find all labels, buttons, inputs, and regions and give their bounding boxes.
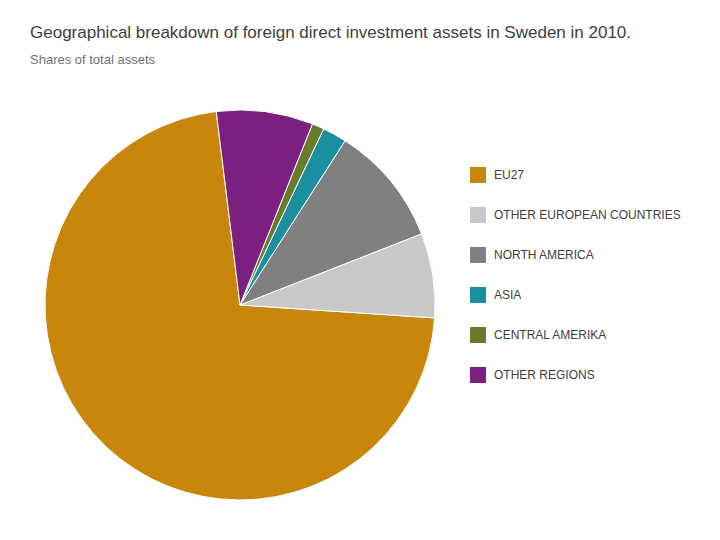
legend-label: CENTRAL AMERIKA [494,328,606,342]
chart: Geographical breakdown of foreign direct… [0,0,720,540]
legend-swatch [470,247,486,263]
legend-label: OTHER EUROPEAN COUNTRIES [494,208,681,222]
legend-swatch [470,367,486,383]
pie-slice [216,110,312,305]
legend-swatch [470,207,486,223]
subtitle: Shares of total assets [30,52,156,67]
legend-label: ASIA [494,288,521,302]
legend-label: EU27 [494,168,524,182]
legend-label: NORTH AMERICA [494,248,594,262]
pie [45,110,435,500]
legend-swatch [470,287,486,303]
title: Geographical breakdown of foreign direct… [30,23,631,42]
legend-swatch [470,167,486,183]
legend-label: OTHER REGIONS [494,368,595,382]
legend-swatch [470,327,486,343]
legend: EU27 OTHER EUROPEAN COUNTRIES NORTH AMERIC… [470,167,681,383]
